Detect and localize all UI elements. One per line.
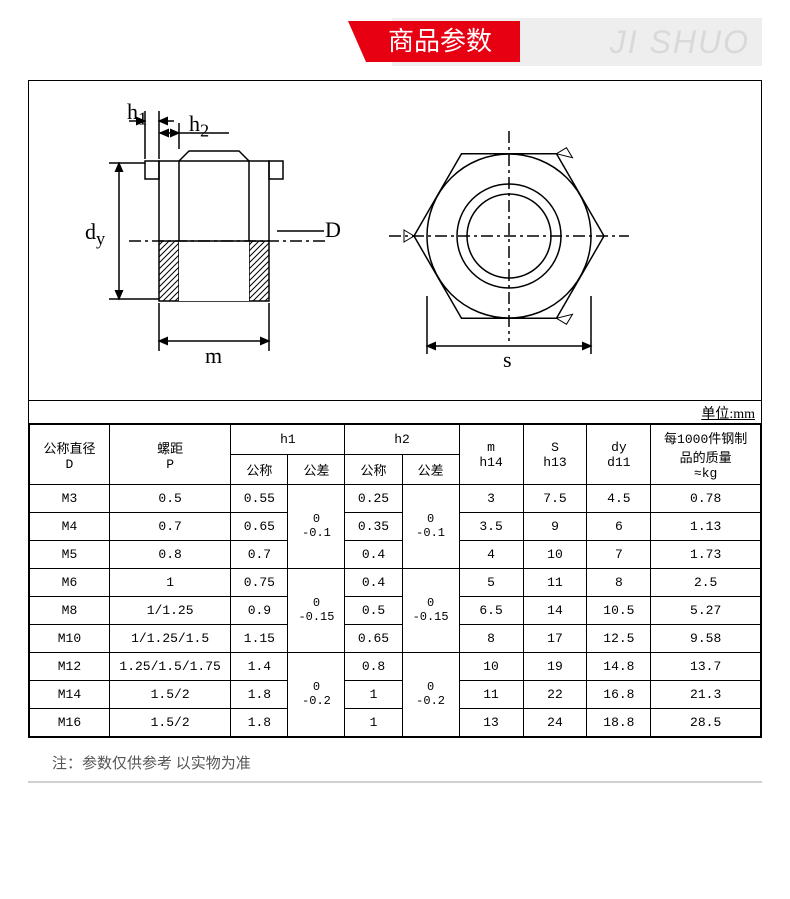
table-row: M610.750-0.150.40-0.1551182.5 (30, 569, 761, 597)
table-row: M81/1.250.90.56.51410.55.27 (30, 597, 761, 625)
bottom-rule (28, 781, 762, 783)
table-row: M50.80.70.441071.73 (30, 541, 761, 569)
th-h2: h2 (345, 425, 459, 455)
spec-sheet: h1 h2 dy D m s 单位:mm 公称直径D 螺距P h1 h2 mh1… (28, 80, 762, 738)
label-s: s (503, 347, 512, 373)
th-S: Sh13 (523, 425, 587, 485)
table-row: M101/1.25/1.51.150.6581712.59.58 (30, 625, 761, 653)
table-row: M161.5/21.81132418.828.5 (30, 709, 761, 737)
spec-table-head: 公称直径D 螺距P h1 h2 mh14 Sh13 dyd11 每1000件钢制… (30, 425, 761, 485)
label-h1: h1 (127, 99, 147, 129)
unit-label: 单位:mm (29, 401, 761, 424)
th-wt: 每1000件钢制品的质量≈kg (651, 425, 761, 485)
footnote: 注：参数仅供参考 以实物为准 (52, 752, 762, 773)
banner-watermark: JI SHUO (610, 18, 750, 66)
banner: JI SHUO 商品参数 (28, 18, 762, 66)
table-row: M40.70.650.353.5961.13 (30, 513, 761, 541)
th-h1-nom: 公称 (231, 455, 288, 485)
th-h2-nom: 公称 (345, 455, 402, 485)
th-h1: h1 (231, 425, 345, 455)
th-m: mh14 (459, 425, 523, 485)
th-P: 螺距P (109, 425, 230, 485)
label-dy: dy (85, 219, 105, 249)
spec-table-body: M30.50.550-0.10.250-0.137.54.50.78M40.70… (30, 485, 761, 737)
th-h1-tol: 公差 (288, 455, 345, 485)
table-row: M30.50.550-0.10.250-0.137.54.50.78 (30, 485, 761, 513)
th-dy: dyd11 (587, 425, 651, 485)
table-row: M121.25/1.5/1.751.40-0.20.80-0.2101914.8… (30, 653, 761, 681)
label-D: D (325, 217, 341, 243)
banner-title: 商品参数 (366, 21, 520, 62)
spec-table: 公称直径D 螺距P h1 h2 mh14 Sh13 dyd11 每1000件钢制… (29, 424, 761, 737)
technical-drawing: h1 h2 dy D m s (29, 81, 761, 401)
banner-triangle (348, 21, 366, 62)
th-h2-tol: 公差 (402, 455, 459, 485)
th-D: 公称直径D (30, 425, 110, 485)
table-row: M141.5/21.81112216.821.3 (30, 681, 761, 709)
label-h2: h2 (189, 111, 209, 141)
label-m: m (205, 343, 222, 369)
